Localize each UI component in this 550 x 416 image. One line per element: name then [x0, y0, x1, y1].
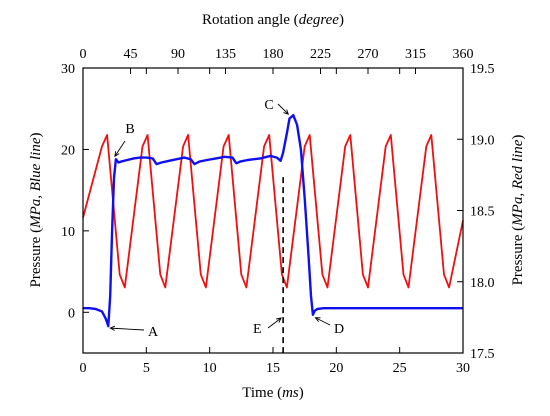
series-layer: [82, 114, 464, 328]
annotation-arrowhead-a: [109, 325, 116, 331]
annotation-label-c: C: [264, 98, 273, 113]
annotation-label-e: E: [253, 322, 262, 337]
x-top-tick-label: 135: [215, 47, 236, 62]
y-right-tick-label: 19.5: [470, 62, 495, 77]
annotation-arrowhead-b: [114, 151, 120, 158]
annotation-label-d: D: [334, 322, 344, 337]
x-top-tick-label: 90: [171, 47, 185, 62]
x-top-tick-label: 0: [80, 47, 87, 62]
x-bottom-tick-label: 10: [203, 361, 217, 376]
x-top-tick-label: 360: [453, 47, 474, 62]
annotation-label-a: A: [148, 325, 159, 340]
blue-pressure-line: [83, 114, 463, 328]
top-axis-title: Rotation angle (degree): [202, 12, 344, 28]
x-bottom-tick-label: 15: [266, 361, 280, 376]
y-right-tick-label: 18.0: [470, 276, 495, 291]
annotations-layer: A B C D E: [109, 98, 344, 353]
y-right-tick-label: 18.5: [470, 205, 495, 220]
annotation-arrowhead-c: [283, 109, 290, 115]
x-bottom-tick-label: 0: [80, 361, 87, 376]
y-left-tick-label: 10: [61, 225, 75, 240]
annotation-label-b: B: [125, 122, 134, 137]
y-left-tick-label: 0: [68, 306, 75, 321]
y-right-tick-label: 19.0: [470, 133, 495, 148]
y-left-tick-label: 20: [61, 143, 75, 158]
x-top-tick-label: 315: [405, 47, 426, 62]
x-top-tick-label: 45: [124, 47, 138, 62]
x-top-tick-label: 225: [310, 47, 331, 62]
x-top-tick-label: 180: [263, 47, 284, 62]
annotation-arrow-d: [315, 317, 331, 326]
left-axis-title: Pressure (MPa, Blue line): [28, 133, 44, 288]
x-bottom-tick-label: 30: [456, 361, 470, 376]
y-right-tick-label: 17.5: [470, 347, 495, 362]
bottom-axis-title: Time (ms): [242, 385, 304, 401]
annotation-arrow-a: [110, 327, 145, 331]
x-bottom-tick-label: 5: [143, 361, 150, 376]
x-bottom-tick-label: 25: [393, 361, 407, 376]
annotation-arrow-c: [277, 103, 289, 115]
x-bottom-tick-label: 20: [329, 361, 343, 376]
y-left-tick-label: 30: [61, 62, 75, 77]
right-axis-title: Pressure (MPa, Red line): [510, 135, 526, 286]
ticks-layer: 0 5 10 15 20 25 30 0 45 90 135 180 225 270 315 360 0 10 20…: [61, 47, 495, 376]
annotation-arrow-e: [267, 317, 282, 329]
x-top-tick-label: 270: [358, 47, 379, 62]
annotation-arrowhead-d: [314, 317, 321, 322]
annotation-arrowhead-e: [276, 317, 282, 323]
annotation-arrow-b: [114, 140, 126, 157]
